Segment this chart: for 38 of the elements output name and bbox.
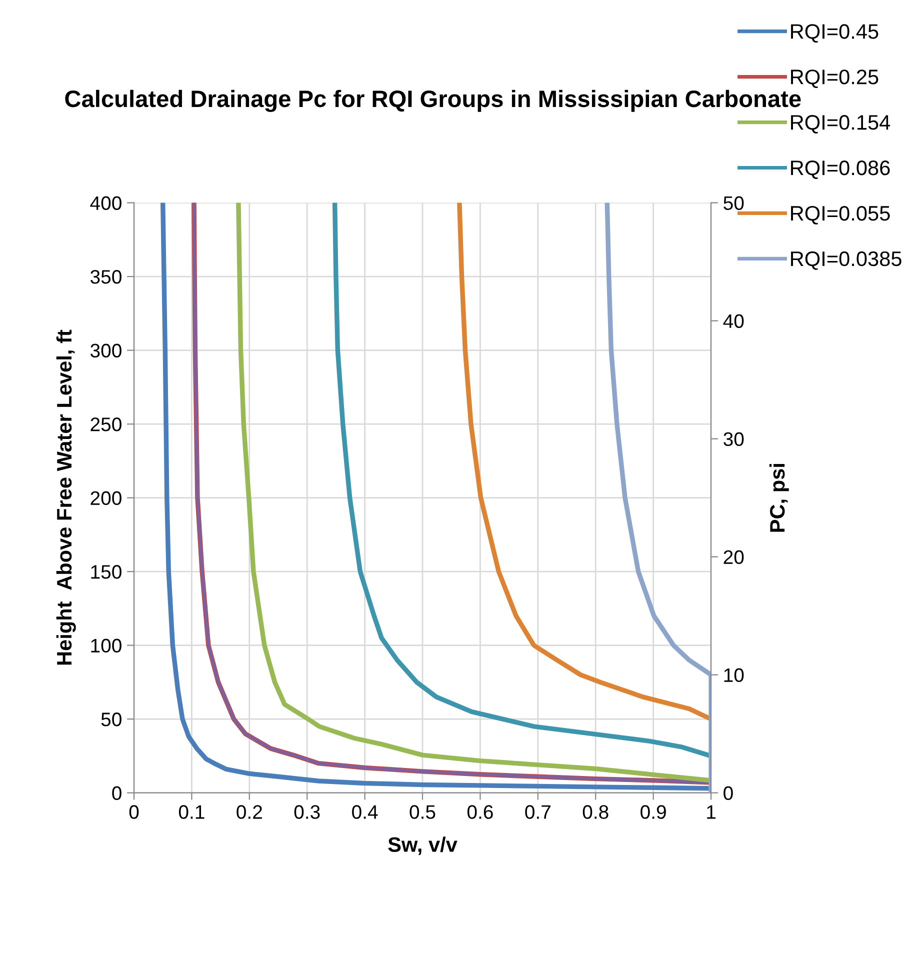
x-tick-label: 0.9 [640, 805, 666, 819]
legend-label: RQI=0.25 [791, 70, 878, 88]
legend-label: RQI=0.055 [791, 206, 890, 224]
y-tick-label: 50 [101, 712, 122, 726]
y-tick-label: 0 [112, 786, 122, 800]
x-tick-label: 0.2 [236, 805, 262, 819]
y2-tick-label: 0 [724, 786, 733, 800]
x-tick-label: 0.6 [467, 805, 493, 819]
y-tick-label: 200 [90, 491, 122, 506]
y2-tick-label: 50 [724, 196, 744, 210]
y-tick-label: 400 [90, 196, 122, 210]
y-tick-label: 300 [90, 344, 122, 358]
y2-tick-label: 20 [724, 550, 744, 564]
legend-label: RQI=0.45 [791, 24, 878, 43]
legend-label: RQI=0.154 [791, 115, 890, 134]
y2-axis-title: PC, psi [769, 464, 789, 532]
line-series [457, 202, 712, 722]
x-tick-label: 0.1 [178, 805, 204, 819]
legend-label: RQI=0.086 [791, 160, 890, 179]
x-tick-label: 0.4 [352, 805, 378, 819]
legend-label: RQI=0.0385 [791, 251, 902, 270]
y-tick-label: 250 [90, 418, 122, 432]
x-axis-title: Sw, v/v [388, 836, 458, 855]
y2-tick-label: 10 [724, 668, 744, 682]
x-tick-label: 0.8 [582, 805, 608, 819]
x-tick-label: 1 [707, 805, 716, 819]
y-tick-label: 150 [91, 565, 122, 579]
x-tick-label: 0.3 [294, 805, 320, 819]
x-tick-label: 0.7 [525, 805, 550, 819]
y2-tick-label: 30 [724, 432, 744, 446]
x-tick-label: 0 [129, 805, 139, 819]
y-tick-label: 100 [91, 638, 122, 653]
chart-title: Calculated Drainage Pc for RQI Groups in Mississipian Carbonate [65, 90, 801, 112]
line-series [332, 202, 712, 758]
y-tick-label: 350 [90, 270, 122, 284]
x-tick-label: 0.5 [410, 805, 436, 819]
y2-tick-label: 40 [723, 314, 744, 328]
y-axis-title: Height Above Free Water Level, ft [56, 330, 76, 665]
